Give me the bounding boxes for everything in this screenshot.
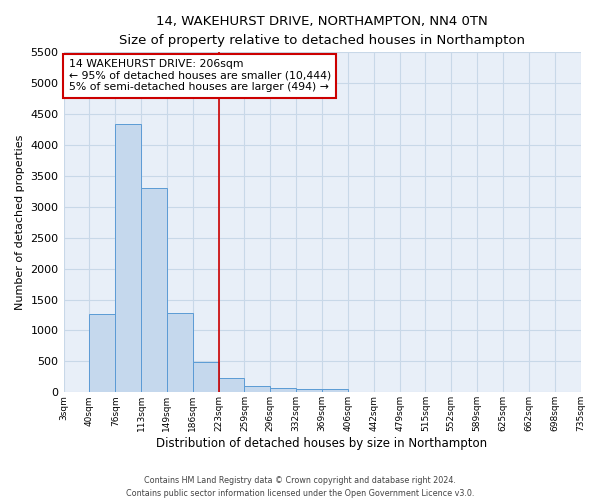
Bar (218, 378, 244, 392)
Text: Contains HM Land Registry data © Crown copyright and database right 2024.
Contai: Contains HM Land Registry data © Crown c… (126, 476, 474, 498)
Bar (141, 188, 167, 392)
Bar (271, 388, 296, 392)
Bar (193, 362, 218, 392)
Title: 14, WAKEHURST DRIVE, NORTHAMPTON, NN4 0TN
Size of property relative to detached : 14, WAKEHURST DRIVE, NORTHAMPTON, NN4 0T… (119, 15, 525, 47)
Bar (296, 389, 322, 392)
Bar (89, 314, 115, 392)
Text: 14 WAKEHURST DRIVE: 206sqm
← 95% of detached houses are smaller (10,444)
5% of s: 14 WAKEHURST DRIVE: 206sqm ← 95% of deta… (69, 59, 331, 92)
Bar (322, 388, 348, 392)
Bar (244, 386, 271, 392)
X-axis label: Distribution of detached houses by size in Northampton: Distribution of detached houses by size … (157, 437, 488, 450)
Bar (167, 312, 193, 392)
Y-axis label: Number of detached properties: Number of detached properties (15, 134, 25, 310)
Bar (115, 124, 141, 392)
